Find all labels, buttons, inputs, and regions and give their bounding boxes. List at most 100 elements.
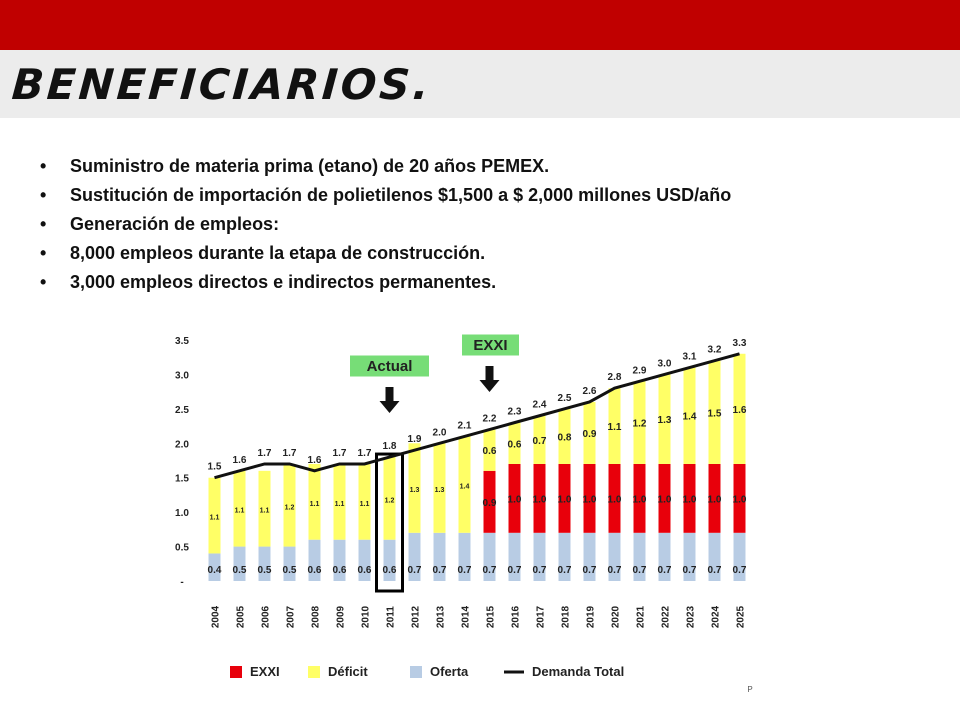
x-tick-label: 2023 [686, 605, 697, 628]
x-tick-label: 2018 [561, 605, 572, 628]
bar-segment-oferta [633, 532, 646, 581]
data-label: 0.7 [683, 565, 697, 576]
legend-label: EXXI [250, 664, 280, 679]
bar-segment-oferta [708, 532, 721, 581]
data-label: 1.0 [733, 494, 747, 505]
annotation-box [349, 354, 430, 378]
bar-segment-deficit [558, 408, 571, 464]
bar-segment-oferta [483, 532, 496, 581]
x-tick-label: 2007 [286, 605, 297, 628]
bullet-list: • Suministro de materia prima (etano) de … [40, 155, 731, 300]
data-label: 0.7 [458, 565, 472, 576]
data-label: 1.2 [385, 497, 395, 504]
data-label: 1.1 [210, 515, 220, 522]
bar-segment-deficit [383, 457, 396, 540]
x-tick-label: 2004 [211, 605, 222, 628]
bullet-text: 8,000 empleos durante la etapa de constr… [70, 243, 486, 263]
bar-segment-deficit [583, 401, 596, 464]
data-label: 0.5 [283, 565, 297, 576]
bar-segment-oferta [583, 532, 596, 581]
data-label: 0.7 [433, 565, 447, 576]
annotation-box [461, 333, 520, 357]
data-label: 1.1 [335, 501, 345, 508]
top-accent-bar [0, 0, 960, 50]
bar-segment-deficit [683, 367, 696, 464]
data-label: 1.1 [260, 508, 270, 515]
data-label: 1.0 [583, 494, 597, 505]
bar-segment-deficit [658, 374, 671, 464]
y-tick-label: 2.0 [175, 439, 189, 450]
legend-label: Déficit [328, 664, 368, 679]
data-label: 0.7 [733, 565, 747, 576]
x-tick-label: 2015 [486, 605, 497, 628]
demand-label: 2.5 [558, 393, 572, 404]
bar-segment-exxi [558, 463, 571, 533]
x-tick-label: 2019 [586, 605, 597, 628]
bullet-text: Sustitución de importación de polietilen… [70, 185, 732, 205]
data-label: 0.7 [533, 565, 547, 576]
data-label: 1.2 [633, 419, 647, 430]
demand-label: 3.0 [658, 358, 672, 369]
demand-label: 2.0 [433, 427, 447, 438]
demand-label: 1.7 [258, 448, 272, 459]
demand-label: 2.9 [633, 365, 647, 376]
y-tick-label: 1.0 [175, 508, 189, 519]
bar-segment-oferta [508, 532, 521, 581]
bar-segment-oferta [333, 539, 346, 581]
bar-segment-deficit [233, 470, 246, 547]
bar-segment-deficit [308, 463, 321, 540]
data-label: 1.2 [285, 504, 295, 511]
bullet-item: • Suministro de materia prima (etano) de … [40, 155, 731, 184]
bullet-text: Suministro de materia prima (etano) de 2… [70, 156, 550, 176]
data-label: 0.7 [708, 565, 722, 576]
bar-segment-exxi [533, 463, 546, 533]
demand-label: 1.7 [283, 448, 297, 459]
data-label: 1.0 [533, 494, 547, 505]
y-tick-label: 0.5 [175, 543, 189, 554]
bar-segment-deficit [608, 388, 621, 464]
bullet-text: 3,000 empleos directos e indirectos perm… [70, 272, 497, 292]
legend-label: Demanda Total [532, 664, 624, 679]
bar-segment-oferta [658, 532, 671, 581]
data-label: 1.0 [558, 494, 572, 505]
bar-segment-oferta [383, 539, 396, 581]
data-label: 1.0 [508, 494, 522, 505]
legend-label: Oferta [430, 664, 469, 679]
demand-total-line [214, 352, 740, 480]
data-label: 0.5 [233, 565, 247, 576]
y-tick-label: 3.0 [175, 370, 189, 381]
data-label: 1.6 [733, 405, 747, 416]
title-band [0, 50, 960, 118]
demand-label: 1.5 [208, 462, 222, 473]
data-label: 0.6 [508, 439, 522, 450]
bullet-dot: • [40, 272, 47, 292]
data-label: 0.7 [633, 565, 647, 576]
demand-label: 2.1 [458, 420, 472, 431]
bar-segment-oferta [358, 539, 371, 581]
bullet-item: • Sustitución de importación de polietile… [40, 184, 731, 213]
bullet-item: • Generación de empleos: [40, 213, 731, 242]
data-label: 0.7 [533, 436, 547, 447]
demand-label: 1.9 [408, 434, 422, 445]
bar-segment-deficit [708, 360, 721, 464]
data-label: 0.7 [508, 565, 522, 576]
demand-label: 2.4 [533, 400, 547, 411]
data-label: 0.7 [408, 565, 422, 576]
bullet-dot: • [40, 185, 47, 205]
bar-segment-oferta [208, 553, 221, 581]
data-label: 1.3 [410, 487, 420, 494]
x-tick-label: 2020 [611, 605, 622, 628]
data-label: 1.3 [658, 415, 672, 426]
bullet-dot: • [40, 214, 47, 234]
bar-segment-oferta [258, 546, 271, 581]
bar-segment-deficit [258, 470, 271, 547]
demand-label: 1.8 [383, 441, 397, 452]
x-tick-label: 2009 [336, 605, 347, 628]
x-tick-label: 2012 [411, 605, 422, 628]
bullet-text: Generación de empleos: [70, 214, 280, 234]
legend-swatch [410, 666, 422, 678]
bar-segment-oferta [683, 532, 696, 581]
bullet-item: • 8,000 empleos durante la etapa de const… [40, 242, 731, 271]
bar-segment-deficit [733, 353, 746, 464]
bar-segment-deficit [408, 443, 421, 533]
